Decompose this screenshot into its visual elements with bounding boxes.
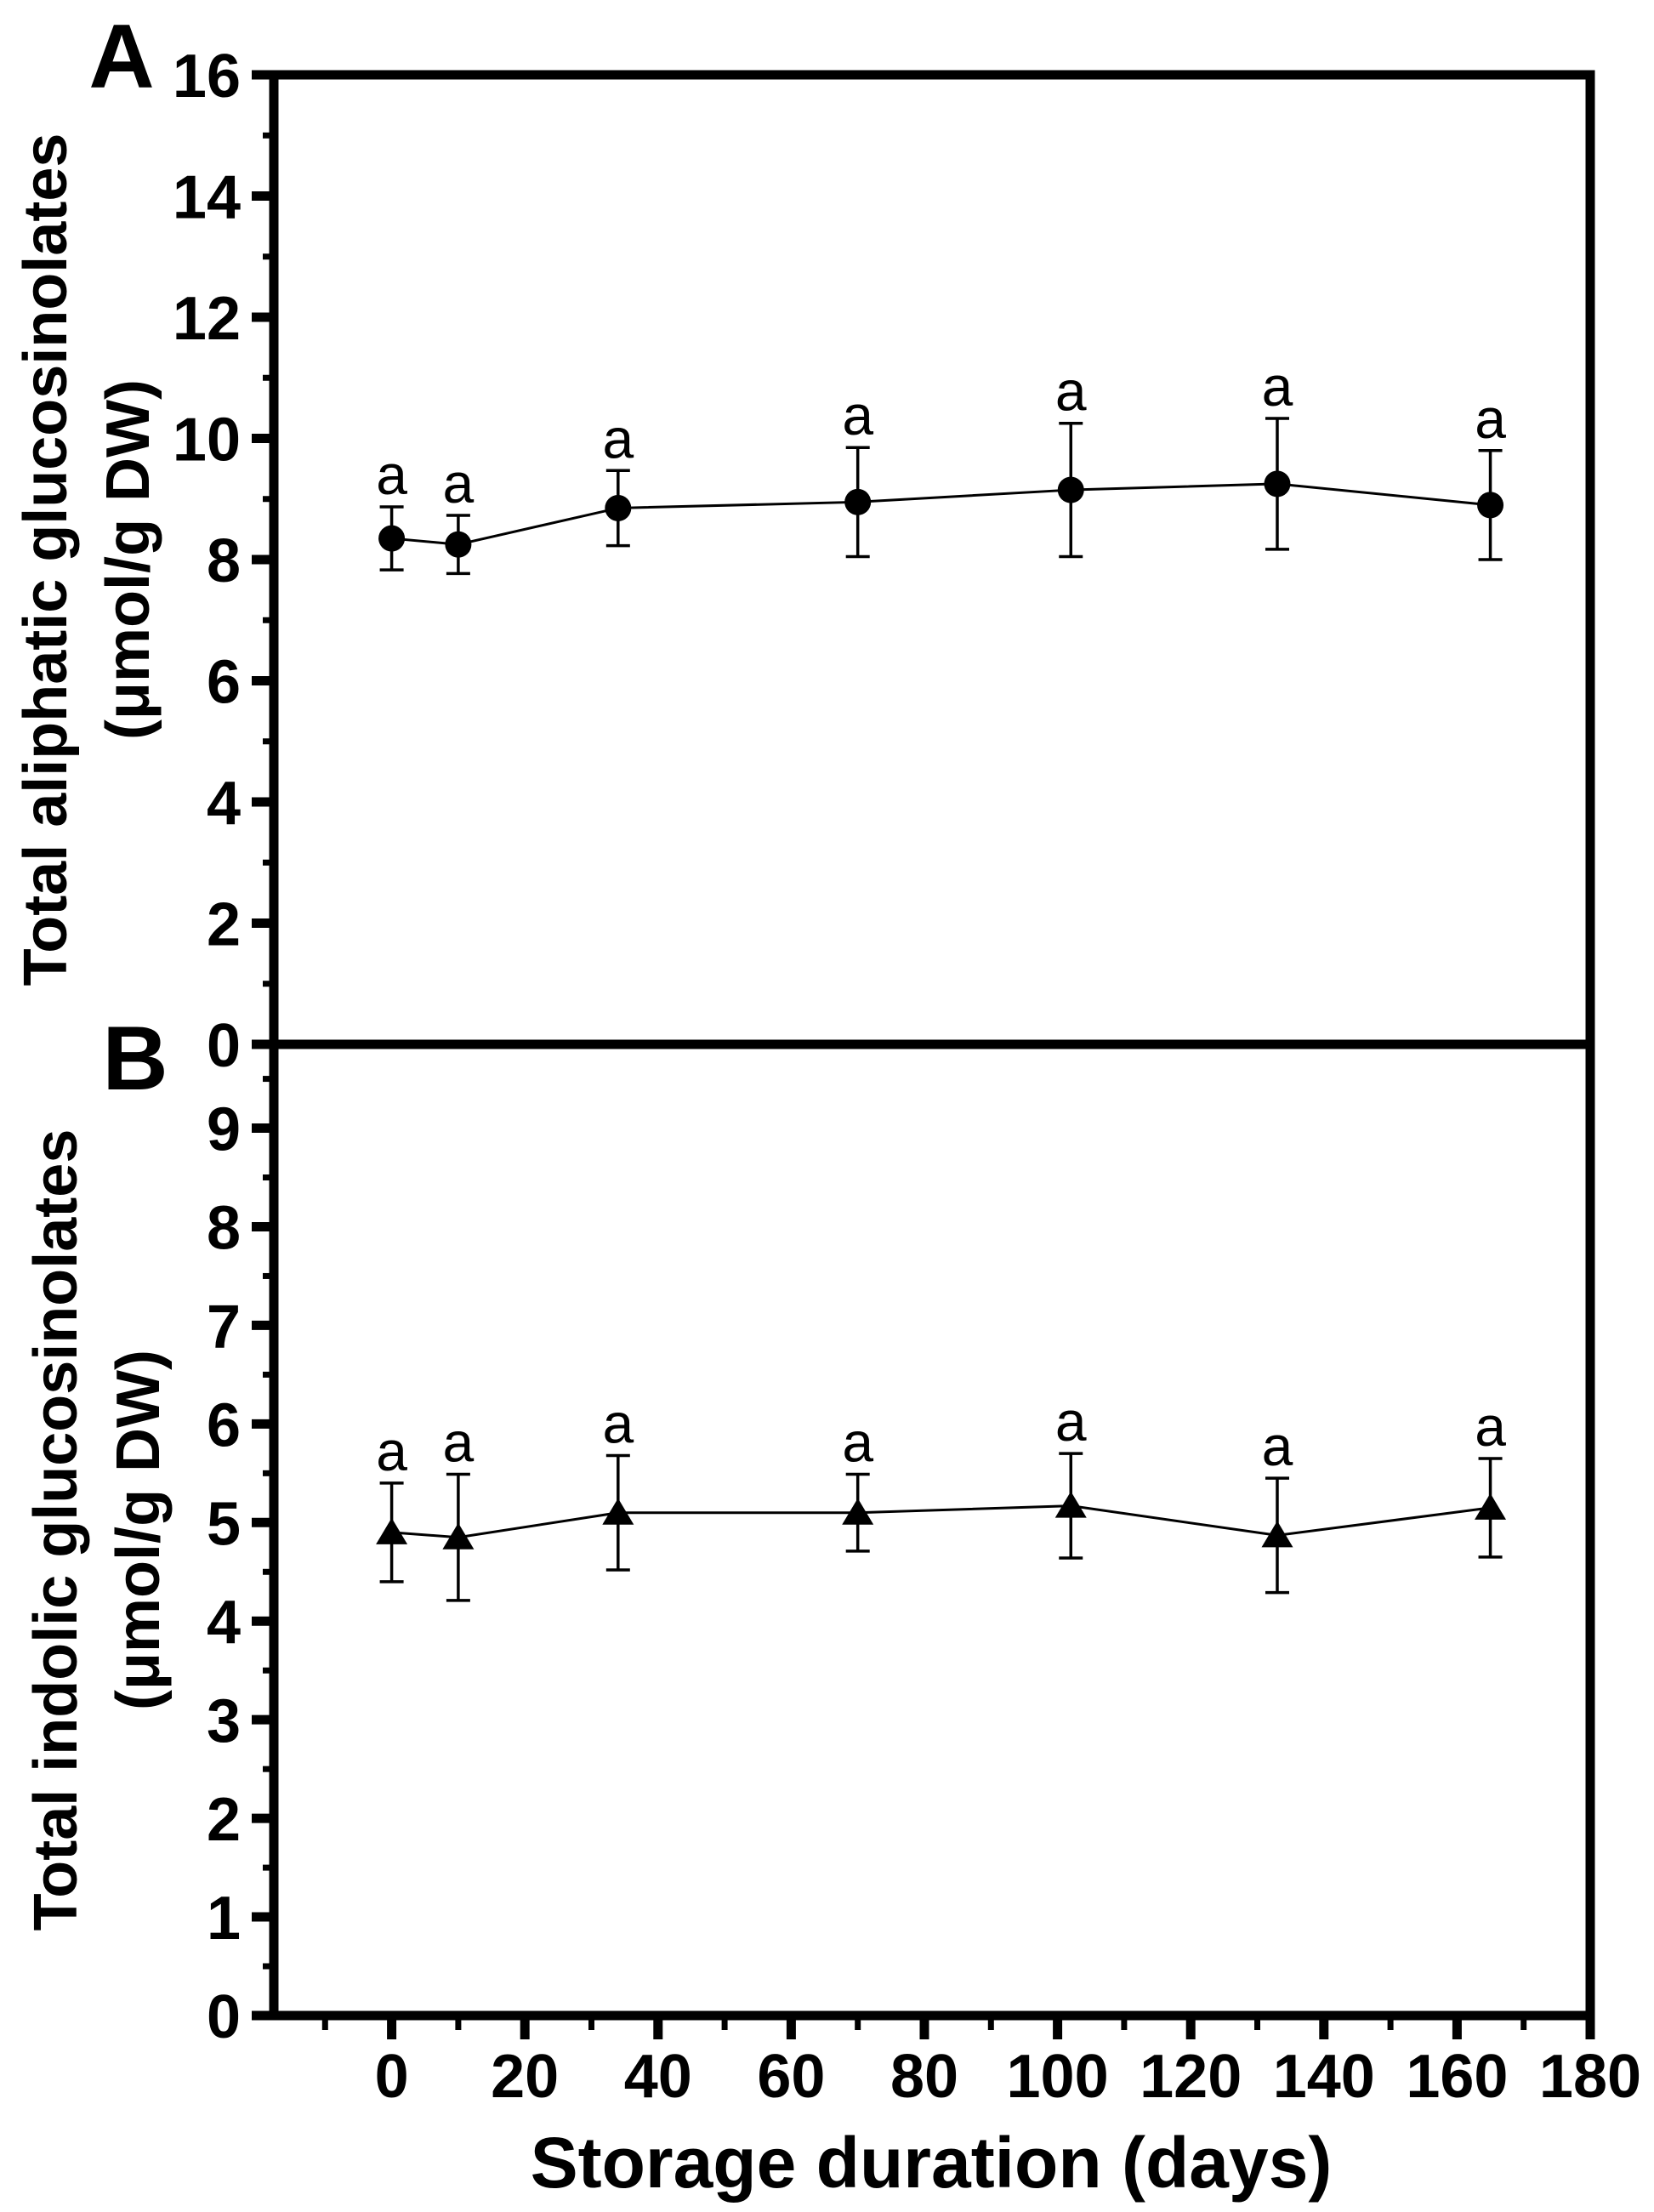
y-tick-label: 2 (207, 891, 241, 959)
y-tick-label: 5 (207, 1490, 241, 1558)
y-tick-label: 9 (207, 1096, 241, 1164)
panel-a-series: a aa a a aa (376, 355, 1506, 576)
x-tick-label: 60 (757, 2043, 825, 2111)
y-tick-label: 6 (207, 1391, 241, 1459)
y-tick-label: 14 (173, 164, 241, 232)
y-tick-label: 4 (207, 1589, 241, 1657)
significance-letter: a (602, 407, 634, 469)
significance-letter: a (1475, 1395, 1506, 1458)
data-point-marker-circle (378, 525, 406, 552)
y-tick-label: 7 (207, 1293, 241, 1361)
panel-a-frame (269, 70, 1595, 1049)
data-point-marker-circle (605, 494, 632, 521)
data-line (391, 482, 1491, 546)
x-tick-label: 160 (1406, 2043, 1508, 2111)
data-point-marker-circle (445, 531, 472, 558)
y-tick-label: 8 (207, 527, 241, 595)
data-point-marker-triangle (442, 1522, 475, 1550)
x-tick-label: 180 (1539, 2043, 1641, 2111)
panel-b-y-axis-title-line2: (μmol/g DW) (105, 1350, 173, 1710)
x-tick-label: 80 (890, 2043, 958, 2111)
data-point-marker-circle (1264, 470, 1291, 498)
data-point-marker-circle (1057, 476, 1084, 503)
data-point-marker-triangle (602, 1498, 634, 1525)
x-tick-label: 140 (1273, 2043, 1375, 2111)
y-tick-label: 1 (207, 1885, 241, 1953)
significance-letter: a (443, 452, 475, 515)
data-point-marker-triangle (1261, 1521, 1293, 1548)
significance-letter: a (443, 1410, 475, 1473)
data-point-marker-triangle (842, 1498, 874, 1525)
panel-a-y-axis-title-line1: Total aliphatic glucosinolates (12, 134, 80, 987)
panel-b-frame (269, 1039, 1595, 2021)
significance-letter: a (842, 1410, 873, 1473)
x-axis-title: Storage duration (days) (531, 2123, 1333, 2203)
significance-letter: a (1055, 1390, 1087, 1453)
y-tick-label: 6 (207, 649, 241, 717)
y-tick-label: 4 (207, 770, 241, 838)
panel-b-letter: B (102, 1007, 168, 1109)
significance-letter: a (842, 384, 873, 446)
data-point-marker-circle (844, 488, 872, 515)
frames-layer (269, 70, 1595, 2021)
significance-letter: a (376, 443, 407, 506)
significance-letter: a (1055, 360, 1087, 423)
panel-a-y-axis-title-line2: (μmol/g DW) (94, 379, 162, 740)
significance-letter: a (1262, 1414, 1293, 1477)
data-point-marker-triangle (1475, 1493, 1507, 1520)
data-point-marker-triangle (376, 1517, 408, 1544)
y-tick-label: 2 (207, 1786, 241, 1854)
y-tick-label: 0 (207, 1983, 241, 2051)
panel-b-y-axis-title-line1: Total indolic glucosinolates (22, 1129, 90, 1931)
panel-a-letter: A (88, 5, 154, 107)
y-tick-label: 12 (173, 285, 241, 353)
x-tick-label: 40 (624, 2043, 692, 2111)
y-tick-label: 8 (207, 1194, 241, 1262)
significance-letter: a (1262, 355, 1293, 418)
significance-letter: a (1475, 387, 1506, 450)
y-tick-label: 3 (207, 1687, 241, 1755)
data-point-marker-circle (1477, 492, 1504, 519)
y-tick-label: 10 (173, 407, 241, 475)
x-tick-label: 120 (1140, 2043, 1242, 2111)
x-tick-label: 100 (1007, 2043, 1109, 2111)
x-tick-label: 20 (491, 2043, 559, 2111)
x-tick-label: 0 (375, 2043, 409, 2111)
data-point-marker-triangle (1054, 1491, 1087, 1518)
significance-letter: a (602, 1391, 634, 1454)
y-tick-label: 0 (207, 1012, 241, 1080)
significance-letter: a (376, 1419, 407, 1482)
y-tick-label: 16 (173, 43, 241, 111)
data-line (391, 1504, 1491, 1539)
